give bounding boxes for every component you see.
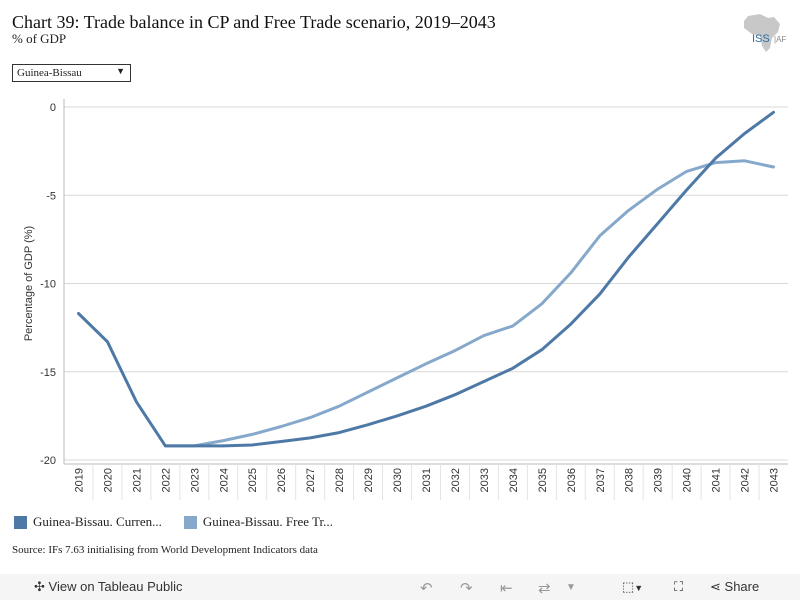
chart-legend: Guinea-Bissau. Curren... Guinea-Bissau. …: [14, 514, 333, 530]
y-tick-label: 0: [50, 102, 56, 114]
country-filter-dropdown[interactable]: Guinea-Bissau ▼: [12, 64, 131, 82]
line-chart: 0 -5 -10 -15 -20 Percentage of GDP (%) 2019 202…: [23, 99, 788, 500]
view-on-tableau-label: View on Tableau Public: [48, 579, 183, 594]
x-tick-label: 2033: [479, 468, 491, 492]
legend-item-free-trade[interactable]: Guinea-Bissau. Free Tr...: [183, 514, 333, 530]
view-on-tableau-button[interactable]: ✣ View on Tableau Public: [34, 579, 182, 595]
revert-icon[interactable]: ⇤: [500, 580, 513, 597]
x-tick-label: 2037: [595, 468, 607, 492]
legend-label-current-path: Guinea-Bissau. Curren...: [33, 514, 162, 529]
iss-africa-logo: ISS |AF: [744, 14, 786, 52]
legend-swatch-current-path: [14, 515, 27, 529]
fullscreen-icon[interactable]: ⛶: [674, 579, 684, 594]
chart-title: Chart 39: Trade balance in CP and Free T…: [12, 12, 496, 32]
source-note: Source: IFs 7.63 initialising from World…: [12, 544, 318, 556]
x-tick-label: 2021: [131, 468, 143, 492]
legend-swatch-free-trade: [183, 515, 197, 529]
series-line-current-path: [77, 110, 775, 448]
svg-text:|AF: |AF: [774, 35, 786, 44]
chevron-down-icon: ▼: [116, 66, 125, 76]
y-tick-label: -20: [40, 455, 56, 467]
share-button[interactable]: ⋖ Share: [710, 579, 759, 595]
pause-dropdown-icon[interactable]: ▼: [566, 582, 576, 593]
x-tick-label: 2032: [450, 468, 462, 492]
x-tick-label: 2030: [392, 468, 404, 492]
x-tick-label: 2042: [740, 468, 752, 492]
refresh-icon[interactable]: ⇄: [538, 580, 551, 597]
share-icon: ⋖: [710, 579, 721, 594]
x-tick-label: 2040: [682, 468, 694, 492]
x-tick-label: 2035: [537, 468, 549, 492]
legend-item-current-path[interactable]: Guinea-Bissau. Curren...: [14, 514, 162, 530]
chart-subtitle: % of GDP: [12, 31, 67, 46]
y-axis-label: Percentage of GDP (%): [23, 226, 35, 341]
x-tick-label: 2041: [711, 468, 723, 492]
dropdown-selected-value: Guinea-Bissau: [17, 67, 82, 79]
x-tick-label: 2043: [769, 468, 781, 492]
x-tick-label: 2038: [624, 468, 636, 492]
series-line-free-trade: [163, 159, 775, 448]
x-tick-label: 2026: [276, 468, 288, 492]
x-tick-label: 2023: [189, 468, 201, 492]
x-tick-label: 2019: [73, 468, 85, 492]
legend-label-free-trade: Guinea-Bissau. Free Tr...: [202, 514, 333, 529]
y-tick-label: -15: [40, 367, 56, 379]
x-tick-label: 2029: [363, 468, 375, 492]
download-icon: ⬚: [622, 579, 635, 594]
download-button[interactable]: ⬚▼: [622, 579, 643, 595]
tableau-icon: ✣: [34, 579, 45, 594]
x-tick-label: 2028: [334, 468, 346, 492]
y-tick-label: -5: [46, 190, 56, 202]
x-tick-label: 2020: [102, 468, 114, 492]
x-tick-label: 2036: [566, 468, 578, 492]
x-tick-label: 2024: [218, 468, 230, 492]
share-label: Share: [724, 579, 760, 594]
x-tick-label: 2022: [160, 468, 172, 492]
y-tick-label: -10: [40, 279, 56, 291]
x-tick-label: 2031: [421, 468, 433, 492]
x-tick-label: 2027: [305, 468, 317, 492]
undo-icon[interactable]: ↶: [420, 580, 433, 597]
chevron-down-icon: ▼: [634, 583, 644, 593]
x-tick-label: 2034: [508, 468, 520, 492]
x-tick-label: 2039: [653, 468, 665, 492]
svg-text:ISS: ISS: [752, 33, 770, 45]
x-tick-label: 2025: [247, 468, 259, 492]
tableau-toolbar: ✣ View on Tableau Public ↶ ↷ ⇤ ⇄ ▼ ⬚▼ ⛶ …: [0, 574, 800, 600]
redo-icon[interactable]: ↷: [460, 580, 473, 597]
